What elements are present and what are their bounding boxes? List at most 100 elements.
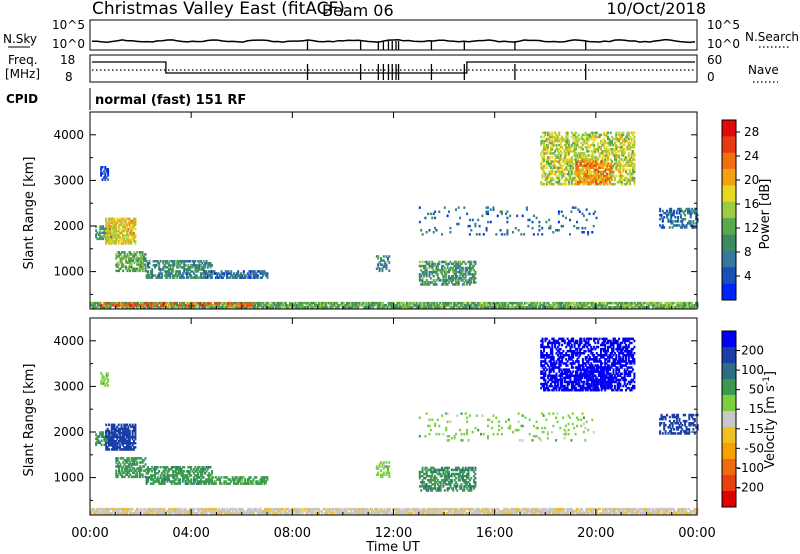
data-cell	[100, 172, 103, 175]
data-cell	[526, 512, 529, 515]
data-cell	[436, 275, 439, 278]
data-cell	[222, 507, 225, 511]
data-cell	[653, 306, 656, 309]
data-cell	[558, 178, 561, 182]
data-cell	[575, 131, 577, 135]
data-cell	[148, 306, 151, 309]
data-cell	[576, 507, 579, 511]
data-cell	[332, 510, 334, 513]
data-cell	[258, 510, 261, 513]
data-cell	[246, 304, 249, 307]
data-cell	[149, 276, 152, 279]
data-cell	[588, 170, 591, 174]
data-cell	[633, 301, 636, 305]
data-cell	[483, 306, 486, 309]
data-cell	[119, 507, 122, 511]
data-cell	[599, 507, 602, 511]
data-cell	[181, 274, 184, 277]
data-cell	[543, 306, 546, 309]
data-cell	[194, 304, 197, 307]
data-cell	[681, 226, 684, 229]
data-cell	[618, 154, 621, 157]
data-cell	[691, 207, 694, 211]
data-cell	[108, 229, 110, 233]
data-cell	[653, 512, 656, 515]
data-cell	[265, 301, 268, 305]
data-cell	[188, 266, 191, 269]
data-cell	[192, 304, 195, 307]
data-cell	[140, 267, 143, 270]
data-cell	[690, 301, 693, 305]
data-cell	[188, 260, 191, 263]
data-cell	[456, 262, 459, 266]
data-cell	[570, 162, 573, 165]
data-cell	[222, 301, 225, 305]
data-cell	[490, 301, 493, 305]
data-cell	[517, 304, 519, 307]
data-cell	[464, 262, 467, 266]
data-cell	[547, 143, 550, 147]
data-cell	[593, 306, 596, 309]
data-cell	[148, 266, 151, 269]
data-cell	[620, 133, 623, 137]
data-cell	[584, 139, 587, 143]
data-cell	[448, 510, 451, 513]
data-cell	[536, 507, 539, 511]
data-cell	[584, 141, 587, 145]
data-cell	[131, 225, 134, 229]
data-cell	[127, 223, 130, 227]
data-cell	[226, 270, 229, 273]
data-cell	[602, 131, 605, 135]
data-cell	[425, 510, 428, 513]
data-cell	[465, 304, 468, 307]
data-cell	[136, 251, 139, 254]
data-cell	[122, 265, 125, 268]
data-cell	[646, 306, 649, 309]
data-cell	[174, 270, 177, 273]
data-cell	[436, 277, 439, 280]
data-cell	[404, 510, 407, 513]
data-cell	[357, 507, 360, 511]
data-cell	[423, 304, 426, 307]
data-cell	[126, 223, 128, 227]
data-cell	[238, 304, 241, 307]
data-cell	[159, 512, 162, 515]
data-cell	[186, 260, 188, 263]
data-cell	[636, 301, 639, 305]
data-cell	[263, 512, 266, 515]
data-cell	[147, 512, 149, 515]
data-cell	[235, 276, 238, 279]
data-cell	[615, 154, 618, 157]
data-cell	[387, 512, 390, 515]
data-cell	[595, 156, 598, 159]
data-cell	[545, 180, 548, 184]
data-cell	[619, 137, 622, 141]
data-cell	[347, 306, 350, 309]
data-cell	[148, 512, 151, 515]
data-cell	[575, 164, 577, 167]
data-cell	[548, 218, 551, 222]
data-cell	[476, 306, 479, 309]
data-cell	[95, 437, 98, 440]
data-cell	[622, 164, 625, 167]
data-cell	[245, 512, 248, 515]
data-cell	[656, 510, 659, 513]
data-cell	[398, 512, 401, 515]
data-cell	[548, 172, 551, 176]
data-cell	[90, 301, 92, 305]
data-cell	[449, 279, 452, 282]
data-cell	[439, 301, 442, 305]
data-cell	[675, 304, 678, 307]
data-cell	[206, 507, 209, 511]
data-cell	[626, 180, 629, 184]
data-cell	[131, 238, 134, 241]
data-cell	[226, 304, 229, 307]
data-cell	[105, 170, 108, 173]
colorbar-tick-label: 8	[744, 245, 752, 259]
data-cell	[126, 253, 129, 256]
data-cell	[211, 507, 213, 511]
data-cell	[625, 182, 627, 186]
data-cell	[138, 251, 141, 254]
data-cell	[466, 212, 469, 216]
data-cell	[333, 512, 336, 515]
